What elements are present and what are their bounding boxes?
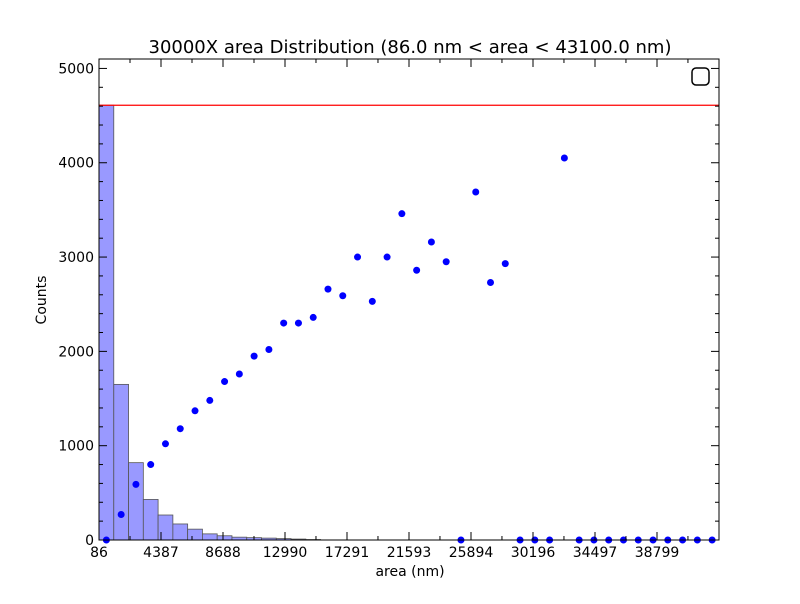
scatter-point bbox=[561, 155, 568, 162]
scatter-point bbox=[162, 440, 169, 447]
scatter-point bbox=[339, 292, 346, 299]
scatter-point bbox=[295, 320, 302, 327]
y-tick-label: 0 bbox=[85, 533, 94, 549]
scatter-point bbox=[487, 279, 494, 286]
scatter-point bbox=[472, 188, 479, 195]
y-tick-label: 1000 bbox=[58, 439, 94, 455]
scatter-point bbox=[251, 353, 258, 360]
y-tick-label: 2000 bbox=[58, 344, 94, 360]
x-tick-label: 38799 bbox=[635, 545, 680, 561]
scatter-point bbox=[398, 210, 405, 217]
legend-box bbox=[692, 68, 709, 85]
x-tick-label: 12990 bbox=[263, 545, 308, 561]
x-tick-label: 30196 bbox=[511, 545, 556, 561]
scatter-point bbox=[428, 238, 435, 245]
histogram-bar bbox=[173, 524, 188, 540]
chart-title: 30000X area Distribution (86.0 nm < area… bbox=[149, 37, 672, 58]
scatter-point bbox=[265, 346, 272, 353]
x-axis-label: area (nm) bbox=[375, 564, 444, 580]
scatter-point bbox=[132, 481, 139, 488]
scatter-point bbox=[354, 254, 361, 261]
histogram-bar bbox=[99, 105, 114, 540]
scatter-point bbox=[177, 425, 184, 432]
scatter-point bbox=[384, 254, 391, 261]
scatter-point bbox=[413, 267, 420, 274]
x-tick-label: 21593 bbox=[387, 545, 432, 561]
y-axis-label: Counts bbox=[34, 276, 50, 325]
x-tick-label: 34497 bbox=[573, 545, 618, 561]
histogram-bar bbox=[217, 536, 232, 540]
histogram-bar bbox=[158, 515, 173, 540]
histogram-bar bbox=[188, 529, 203, 540]
histogram-bar bbox=[143, 499, 158, 540]
x-tick-label: 25894 bbox=[449, 545, 494, 561]
scatter-point bbox=[236, 371, 243, 378]
x-tick-label: 8688 bbox=[205, 545, 241, 561]
scatter-point bbox=[502, 260, 509, 267]
y-tick-label: 4000 bbox=[58, 156, 94, 172]
y-tick-label: 5000 bbox=[58, 61, 94, 77]
scatter-point bbox=[147, 461, 154, 468]
scatter-point bbox=[443, 258, 450, 265]
y-tick-label: 3000 bbox=[58, 250, 94, 266]
legend bbox=[692, 68, 709, 85]
scatter-point bbox=[324, 286, 331, 293]
scatter-point bbox=[206, 397, 213, 404]
histogram-bar bbox=[202, 534, 217, 540]
scatter-point bbox=[118, 511, 125, 518]
histogram-bar bbox=[129, 463, 144, 540]
scatter-point bbox=[310, 314, 317, 321]
scatter-point bbox=[369, 298, 376, 305]
scatter-point bbox=[280, 320, 287, 327]
scatter-point bbox=[192, 407, 199, 414]
scatter-point bbox=[221, 378, 228, 385]
x-tick-label: 4387 bbox=[143, 545, 179, 561]
x-tick-label: 17291 bbox=[325, 545, 370, 561]
